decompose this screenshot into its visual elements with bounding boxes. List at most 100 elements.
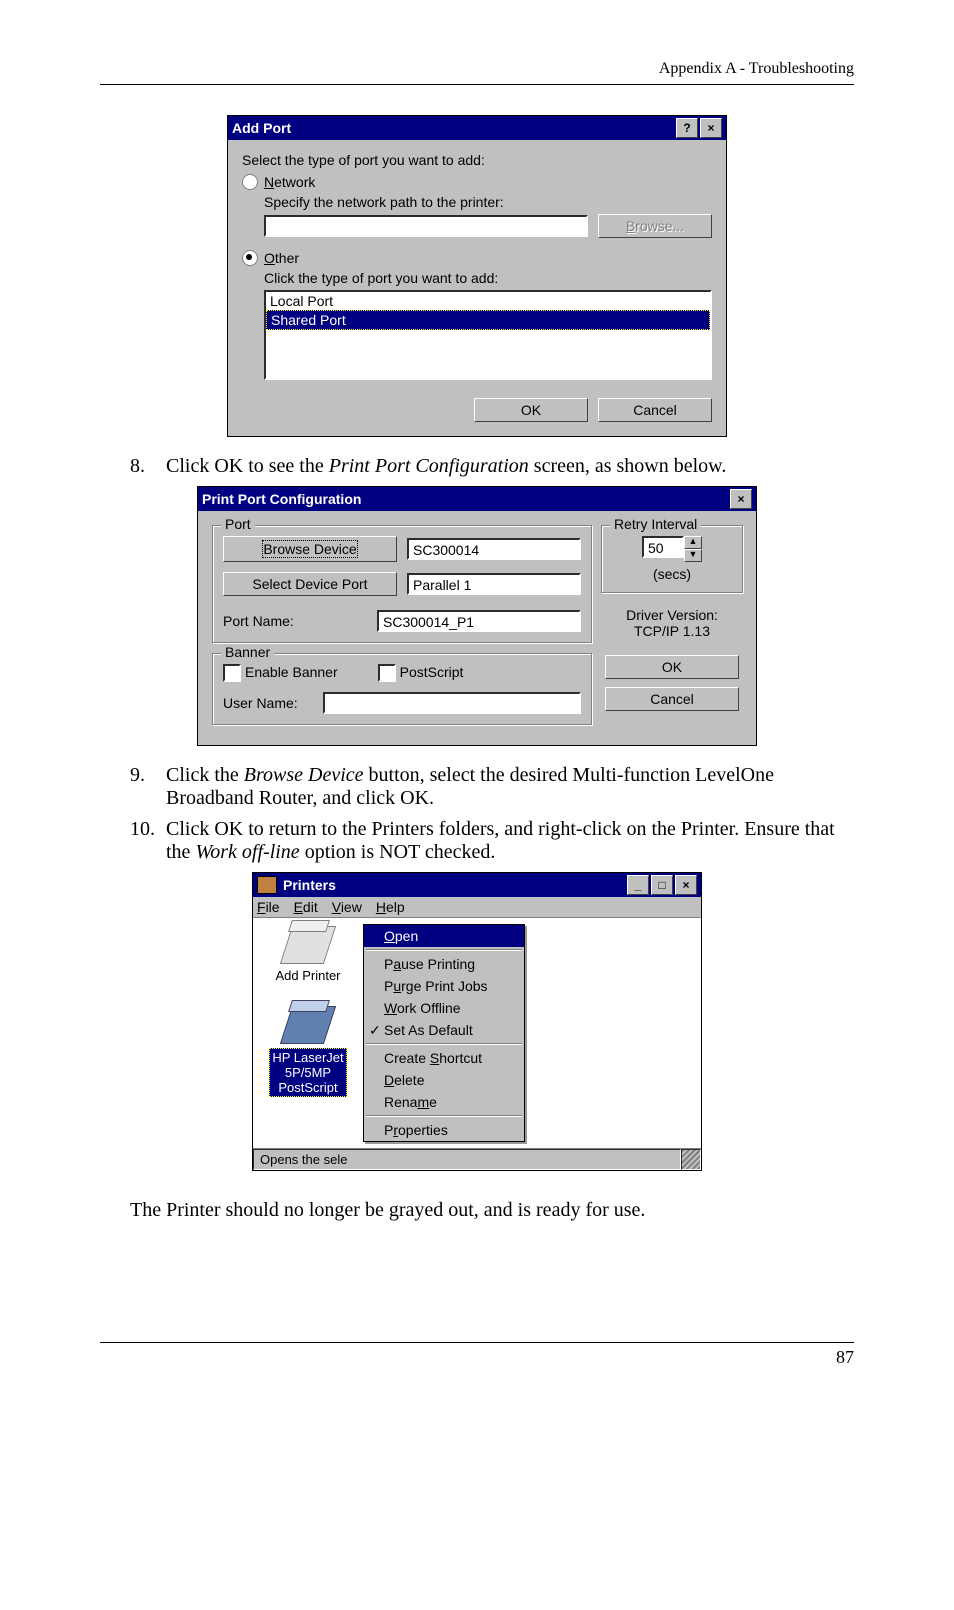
network-label: Network xyxy=(264,174,315,190)
close-icon[interactable]: × xyxy=(675,875,697,895)
port-legend: Port xyxy=(221,516,255,532)
printers-menubar: File Edit View Help xyxy=(253,897,701,917)
context-menu: Open Pause Printing Purge Print Jobs Wor… xyxy=(363,924,525,1142)
step8-pre: Click OK to see the xyxy=(166,455,329,477)
enable-banner-label: Enable Banner xyxy=(245,664,338,680)
addport-instruction: Select the type of port you want to add: xyxy=(242,152,712,168)
portname-input[interactable]: SC300014_P1 xyxy=(377,610,581,632)
menu-edit[interactable]: Edit xyxy=(294,899,318,915)
step9-em: Browse Device xyxy=(244,764,364,786)
menu-file[interactable]: File xyxy=(257,899,280,915)
closing-text: The Printer should no longer be grayed o… xyxy=(130,1199,854,1222)
browse-device-button[interactable]: Browse Device xyxy=(223,536,397,562)
ok-button[interactable]: OK xyxy=(474,398,588,422)
retry-secs: (secs) xyxy=(653,566,691,582)
portname-label: Port Name: xyxy=(223,613,367,629)
retry-input[interactable]: 50 xyxy=(642,536,684,558)
step-10: 10. Click OK to return to the Printers f… xyxy=(130,818,854,864)
list-item[interactable]: Local Port xyxy=(266,292,710,310)
other-radio-row[interactable]: Other xyxy=(242,250,712,266)
spinner-up-icon[interactable]: ▲ xyxy=(684,536,702,549)
minimize-icon[interactable]: _ xyxy=(627,875,649,895)
other-label: Other xyxy=(264,250,299,266)
hp-printer-icon xyxy=(286,1006,330,1044)
ppc-dialog: Print Port Configuration × Port Browse D… xyxy=(197,486,757,746)
step-9: 9. Click the Browse Device button, selec… xyxy=(130,764,854,810)
username-label: User Name: xyxy=(223,695,313,711)
browse-device-label: Browse Device xyxy=(262,540,357,558)
username-input[interactable] xyxy=(323,692,581,714)
header-text: Appendix A - Troubleshooting xyxy=(100,60,854,78)
step8-post: screen, as shown below. xyxy=(529,455,727,477)
maximize-icon[interactable]: □ xyxy=(651,875,673,895)
add-printer-label: Add Printer xyxy=(263,968,353,983)
addport-titlebar: Add Port ? × xyxy=(228,116,726,140)
driver-version-label: Driver Version: xyxy=(626,607,718,623)
footer-rule xyxy=(100,1342,854,1343)
ctx-create-shortcut[interactable]: Create Shortcut xyxy=(364,1047,524,1069)
ok-button[interactable]: OK xyxy=(605,655,739,679)
help-icon[interactable]: ? xyxy=(676,118,698,138)
ctx-purge[interactable]: Purge Print Jobs xyxy=(364,975,524,997)
status-bar: Opens the sele xyxy=(253,1148,701,1170)
driver-version-val: TCP/IP 1.13 xyxy=(626,623,718,639)
browse-button[interactable]: Browse... xyxy=(598,214,712,238)
cancel-button[interactable]: Cancel xyxy=(605,687,739,711)
page-number: 87 xyxy=(100,1347,854,1368)
step-num: 9. xyxy=(130,764,166,810)
enable-banner-checkbox[interactable]: Enable Banner xyxy=(223,664,338,682)
menu-separator xyxy=(366,1043,522,1045)
ctx-delete[interactable]: Delete xyxy=(364,1069,524,1091)
add-printer-icon xyxy=(286,926,330,964)
radio-checked-icon[interactable] xyxy=(242,250,258,266)
ctx-work-offline[interactable]: Work Offline xyxy=(364,997,524,1019)
step8-em: Print Port Configuration xyxy=(329,455,529,477)
addport-dialog: Add Port ? × Select the type of port you… xyxy=(227,115,727,437)
step9-pre: Click the xyxy=(166,764,244,786)
device-input[interactable]: SC300014 xyxy=(407,538,581,560)
step10-post: option is NOT checked. xyxy=(300,841,496,863)
printers-folder-icon xyxy=(257,876,277,894)
resize-grip-icon[interactable] xyxy=(681,1149,701,1170)
menu-help[interactable]: Help xyxy=(376,899,405,915)
ctx-properties[interactable]: Properties xyxy=(364,1119,524,1141)
step-num: 10. xyxy=(130,818,166,864)
network-path-input[interactable] xyxy=(264,215,588,237)
ppc-title: Print Port Configuration xyxy=(202,491,728,507)
printers-window: Printers _ □ × File Edit View Help Add P… xyxy=(252,872,702,1171)
menu-separator xyxy=(366,1115,522,1117)
cancel-button[interactable]: Cancel xyxy=(598,398,712,422)
list-item[interactable]: Shared Port xyxy=(266,310,710,330)
ctx-pause[interactable]: Pause Printing xyxy=(364,953,524,975)
network-radio-row[interactable]: Network xyxy=(242,174,712,190)
other-sub: Click the type of port you want to add: xyxy=(264,270,712,286)
printers-titlebar: Printers _ □ × xyxy=(253,873,701,897)
select-device-port-button[interactable]: Select Device Port xyxy=(223,572,397,596)
ctx-open[interactable]: Open xyxy=(364,925,524,947)
spinner-down-icon[interactable]: ▼ xyxy=(684,549,702,562)
port-groupbox: Port Browse Device SC300014 Select Devic… xyxy=(212,525,592,643)
network-sub: Specify the network path to the printer: xyxy=(264,194,712,210)
banner-legend: Banner xyxy=(221,644,274,660)
status-text: Opens the sele xyxy=(253,1149,681,1170)
retry-spinner[interactable]: 50 ▲ ▼ xyxy=(642,536,702,562)
hp-printer-label: HP LaserJet 5P/5MP PostScript xyxy=(269,1048,346,1097)
close-icon[interactable]: × xyxy=(730,489,752,509)
port-type-listbox[interactable]: Local Port Shared Port xyxy=(264,290,712,380)
radio-unchecked-icon[interactable] xyxy=(242,174,258,190)
hp-printer-item[interactable]: HP LaserJet 5P/5MP PostScript xyxy=(263,1006,353,1097)
ctx-set-default[interactable]: Set As Default xyxy=(364,1019,524,1041)
postscript-label: PostScript xyxy=(400,664,464,680)
retry-legend: Retry Interval xyxy=(610,516,701,532)
retry-groupbox: Retry Interval 50 ▲ ▼ (secs) xyxy=(601,525,743,593)
device-port-input[interactable]: Parallel 1 xyxy=(407,573,581,595)
header-rule xyxy=(100,84,854,85)
close-icon[interactable]: × xyxy=(700,118,722,138)
printers-body: Add Printer HP LaserJet 5P/5MP PostScrip… xyxy=(253,917,701,1148)
postscript-checkbox[interactable]: PostScript xyxy=(378,664,464,682)
add-printer-item[interactable]: Add Printer xyxy=(263,926,353,983)
ppc-titlebar: Print Port Configuration × xyxy=(198,487,756,511)
step10-em: Work off-line xyxy=(195,841,299,863)
ctx-rename[interactable]: Rename xyxy=(364,1091,524,1113)
menu-view[interactable]: View xyxy=(332,899,362,915)
